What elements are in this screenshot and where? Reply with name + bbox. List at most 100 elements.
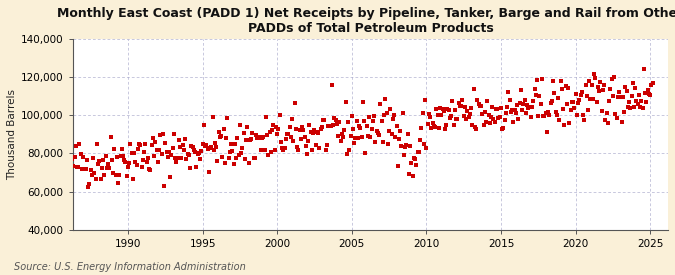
Point <box>155 133 165 137</box>
Point <box>160 141 171 145</box>
Point <box>338 135 348 139</box>
Point <box>538 114 549 118</box>
Point <box>355 126 366 130</box>
Point <box>404 172 414 177</box>
Point <box>554 118 565 123</box>
Point <box>67 156 78 161</box>
Point <box>483 112 494 117</box>
Point <box>560 84 571 89</box>
Point <box>89 171 100 175</box>
Point <box>312 130 323 134</box>
Point <box>412 149 423 154</box>
Point <box>192 152 203 156</box>
Point <box>593 85 603 89</box>
Point <box>595 80 606 84</box>
Point <box>387 117 398 122</box>
Point <box>263 153 274 157</box>
Point <box>279 146 290 151</box>
Point <box>564 120 574 125</box>
Point <box>172 156 183 160</box>
Point <box>410 156 421 161</box>
Point <box>614 90 624 94</box>
Point <box>269 148 280 152</box>
Point <box>74 142 85 147</box>
Point <box>470 127 481 132</box>
Point <box>569 106 580 110</box>
Point <box>503 90 514 94</box>
Point <box>464 112 475 116</box>
Point <box>570 92 581 97</box>
Point <box>78 155 88 159</box>
Point <box>216 134 227 139</box>
Point <box>153 160 163 164</box>
Point <box>185 166 196 170</box>
Point <box>524 104 535 109</box>
Point <box>512 103 522 108</box>
Point <box>318 118 329 122</box>
Point <box>426 126 437 130</box>
Point <box>79 167 90 171</box>
Point <box>599 83 610 87</box>
Y-axis label: Thousand Barrels: Thousand Barrels <box>7 89 17 180</box>
Point <box>531 93 541 97</box>
Point <box>99 173 110 177</box>
Point <box>377 139 388 144</box>
Point <box>175 145 186 150</box>
Point <box>603 121 614 125</box>
Point <box>383 142 394 147</box>
Point <box>631 99 642 103</box>
Point <box>361 123 372 128</box>
Point <box>205 146 215 150</box>
Point <box>209 147 219 152</box>
Point <box>390 134 401 139</box>
Point <box>545 101 556 105</box>
Point <box>190 150 200 155</box>
Point <box>580 83 591 87</box>
Point <box>230 141 240 146</box>
Point <box>321 142 332 147</box>
Point <box>431 107 441 111</box>
Point <box>494 115 505 120</box>
Point <box>90 177 101 182</box>
Point <box>475 104 485 108</box>
Point <box>107 158 117 162</box>
Point <box>606 77 617 81</box>
Point <box>540 111 551 115</box>
Point <box>116 147 127 152</box>
Point <box>299 134 310 139</box>
Point <box>525 115 536 119</box>
Point <box>556 87 567 91</box>
Point <box>438 108 449 113</box>
Point <box>647 81 658 85</box>
Point <box>273 127 284 131</box>
Point <box>640 91 651 95</box>
Point <box>518 101 529 106</box>
Point <box>124 161 134 166</box>
Point <box>547 98 558 103</box>
Point <box>585 97 596 101</box>
Point <box>222 116 233 120</box>
Point <box>578 113 589 117</box>
Point <box>575 93 586 97</box>
Point <box>234 153 244 158</box>
Point <box>615 95 626 99</box>
Point <box>136 164 147 169</box>
Point <box>381 111 392 115</box>
Point <box>72 165 82 169</box>
Point <box>628 105 639 109</box>
Text: Source: U.S. Energy Information Administration: Source: U.S. Energy Information Administ… <box>14 262 245 272</box>
Point <box>218 126 229 131</box>
Point <box>157 132 168 136</box>
Point <box>173 138 184 142</box>
Point <box>254 135 265 139</box>
Point <box>367 127 377 131</box>
Point <box>86 173 97 177</box>
Point <box>122 174 132 178</box>
Point <box>275 140 286 144</box>
Point <box>210 141 221 145</box>
Point <box>252 136 263 140</box>
Point <box>528 99 539 103</box>
Point <box>489 120 500 125</box>
Point <box>446 114 456 118</box>
Point <box>563 85 574 90</box>
